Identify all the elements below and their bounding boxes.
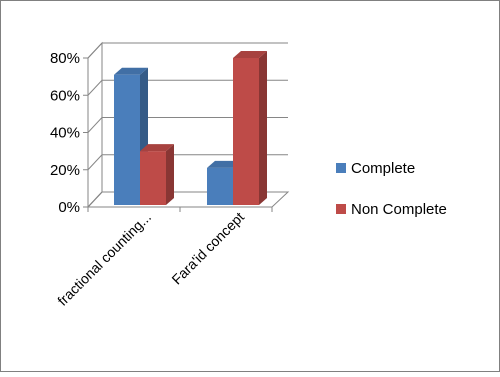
- bar-side: [259, 51, 267, 205]
- bar-side: [166, 144, 174, 205]
- bar-complete-0: [114, 74, 140, 205]
- gridline-side: [87, 42, 103, 59]
- gridline-side: [87, 154, 103, 171]
- gridline-side: [87, 79, 103, 96]
- y-tick-label: 80%: [50, 50, 80, 67]
- legend-swatch: [336, 163, 346, 173]
- gridline-side: [87, 117, 103, 133]
- y-axis-ticks: 0% 20% 40% 60% 80%: [50, 50, 88, 216]
- bar-non-complete-1: [233, 58, 259, 205]
- legend-label: Non Complete: [351, 201, 447, 218]
- bar-complete-1: [207, 167, 233, 205]
- bars: [114, 51, 267, 205]
- y-tick-label: 0%: [58, 199, 80, 216]
- legend-label: Complete: [351, 160, 415, 177]
- y-tick-label: 60%: [50, 87, 80, 104]
- bar-top: [233, 51, 267, 58]
- y-tick-label: 40%: [50, 125, 80, 142]
- bar-non-complete-0: [140, 151, 166, 205]
- bar-top: [207, 160, 241, 168]
- legend-swatch: [336, 204, 346, 214]
- bar-top: [140, 144, 174, 152]
- bar-top: [114, 67, 148, 75]
- gridline-side: [87, 191, 103, 208]
- y-tick-label: 20%: [50, 162, 80, 179]
- legend: Complete Non Complete: [336, 160, 447, 218]
